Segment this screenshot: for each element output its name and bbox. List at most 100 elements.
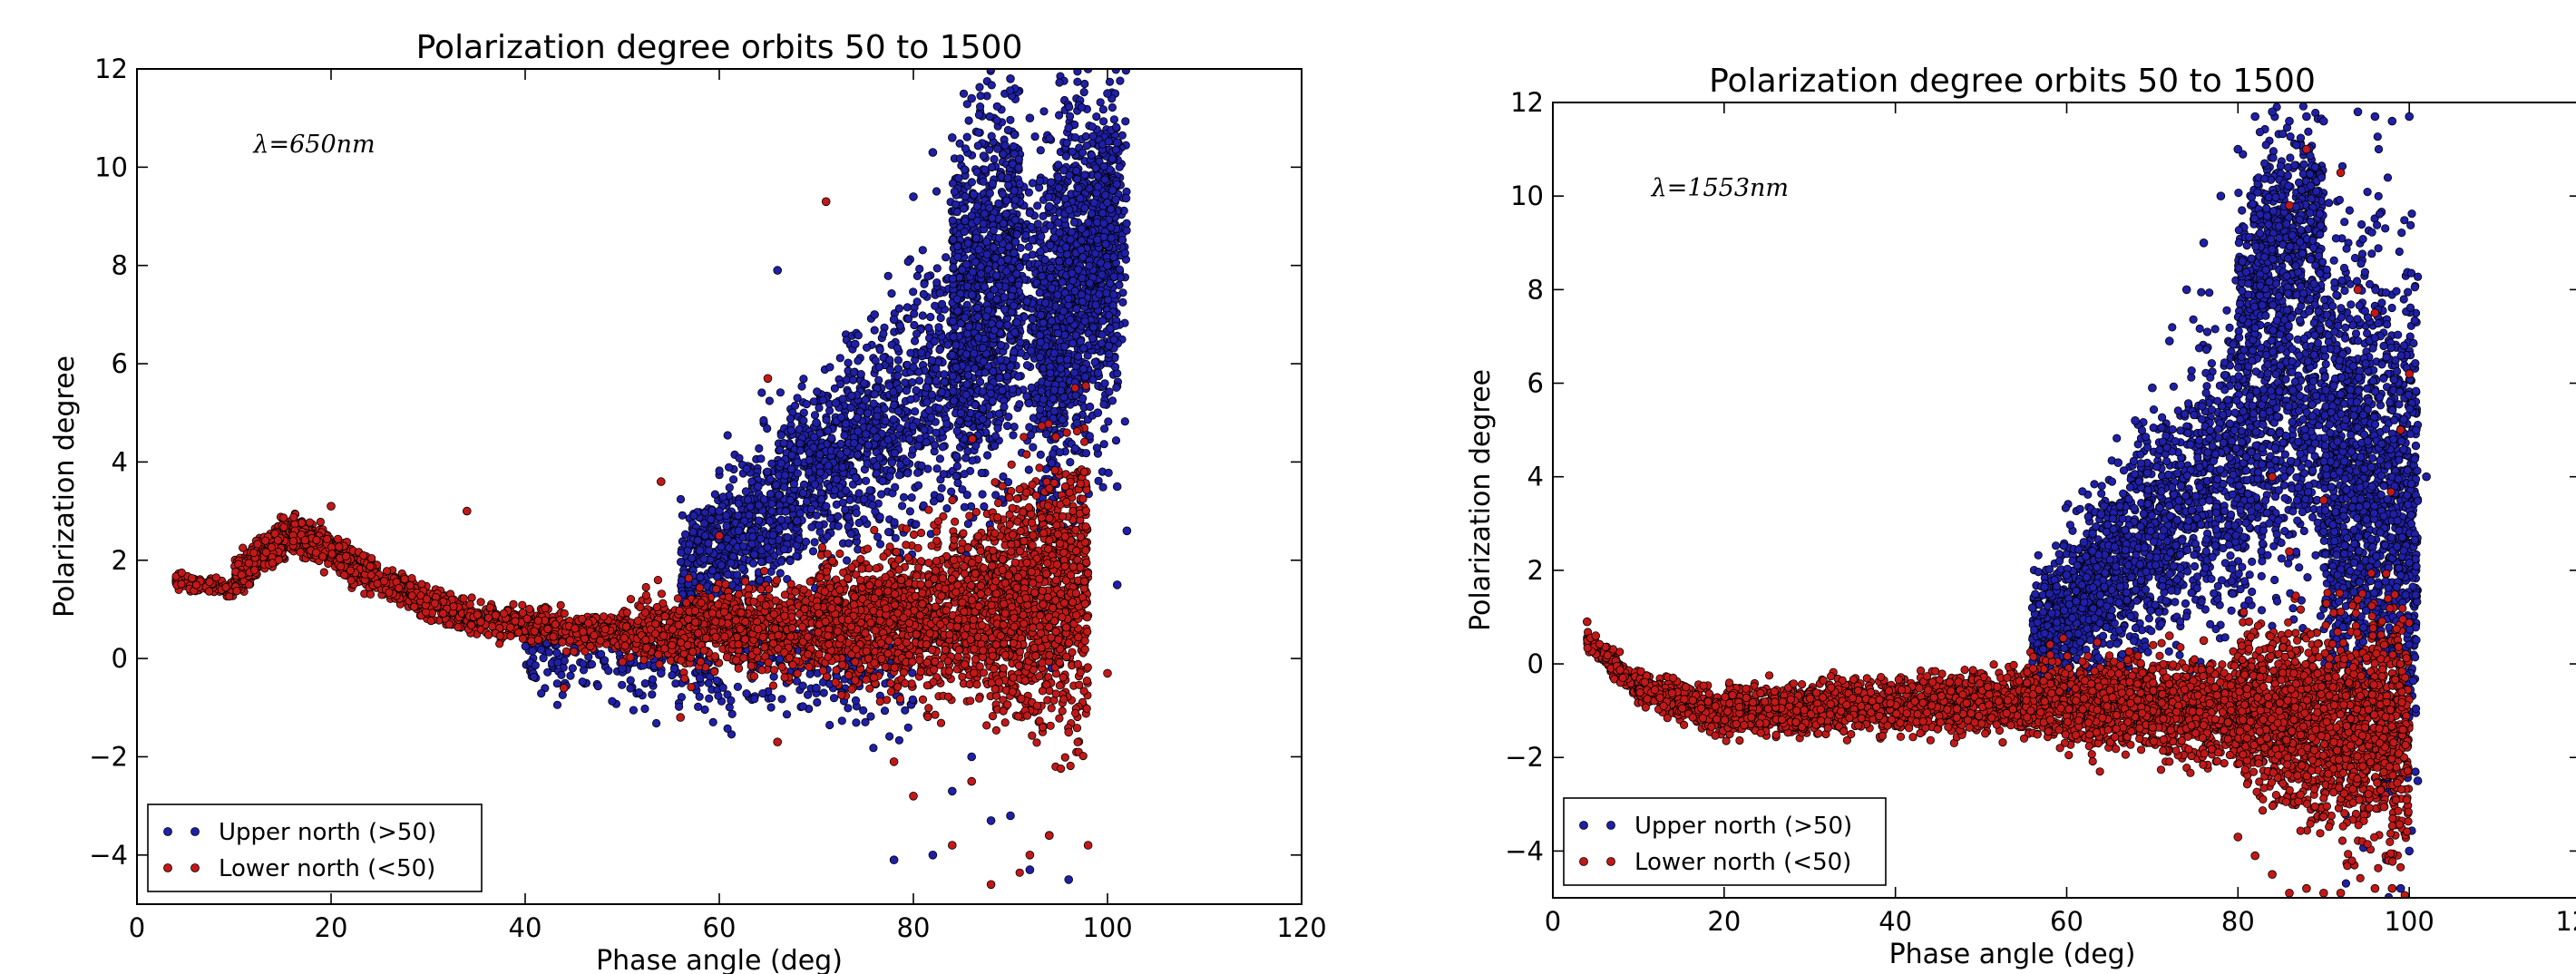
data-point — [1039, 318, 1048, 327]
data-point — [750, 550, 759, 560]
data-point — [974, 245, 983, 254]
data-point — [676, 494, 686, 504]
data-point — [844, 522, 853, 531]
data-point — [937, 387, 946, 396]
data-point — [1022, 361, 1032, 370]
data-point — [910, 309, 919, 318]
data-point — [958, 265, 967, 275]
data-point — [735, 453, 744, 463]
data-point — [1053, 290, 1062, 299]
data-point — [1064, 294, 1073, 303]
data-point — [1071, 331, 1080, 340]
data-point — [1039, 211, 1048, 220]
data-point — [809, 433, 819, 442]
data-point — [926, 312, 935, 322]
data-point — [956, 408, 966, 418]
data-point — [931, 301, 940, 310]
data-point — [1098, 105, 1108, 114]
data-point — [728, 475, 738, 484]
data-point — [979, 177, 988, 186]
data-point — [844, 358, 853, 367]
data-point — [1109, 252, 1118, 262]
data-point — [902, 457, 911, 466]
data-point — [861, 395, 870, 404]
data-point — [953, 252, 962, 261]
data-point — [980, 502, 989, 511]
data-point — [913, 481, 923, 490]
data-point — [813, 697, 822, 707]
data-point — [932, 264, 942, 273]
data-point — [1103, 260, 1112, 270]
data-point — [854, 489, 864, 498]
data-point — [899, 492, 909, 502]
data-point — [1101, 190, 1110, 200]
data-point — [722, 511, 731, 521]
data-point — [733, 682, 743, 692]
data-point — [1012, 230, 1021, 239]
data-point — [908, 668, 917, 677]
data-point — [759, 415, 768, 425]
data-point — [927, 390, 937, 399]
data-point — [1028, 179, 1038, 188]
data-point — [1006, 362, 1015, 371]
data-point — [1026, 431, 1036, 440]
data-point — [727, 709, 737, 719]
data-point — [991, 432, 1000, 441]
data-point — [972, 202, 982, 211]
data-point — [880, 706, 890, 716]
data-point — [875, 540, 885, 549]
data-point — [1065, 102, 1074, 112]
data-point — [1121, 54, 1128, 62]
data-point — [986, 816, 996, 825]
data-point — [674, 702, 684, 711]
data-point — [723, 724, 732, 734]
data-point — [948, 216, 957, 225]
data-point — [737, 563, 746, 572]
data-point — [1094, 182, 1103, 191]
data-point — [1061, 243, 1070, 252]
data-point — [776, 388, 785, 397]
data-point — [934, 323, 943, 332]
data-point — [521, 641, 530, 651]
data-point — [813, 387, 822, 396]
data-point — [1049, 385, 1059, 394]
data-point — [1045, 133, 1054, 142]
data-point — [531, 660, 540, 670]
data-point — [1089, 57, 1097, 64]
data-point — [1078, 394, 1088, 403]
data-point — [1122, 226, 1131, 235]
data-point — [909, 192, 918, 201]
data-point — [1088, 131, 1098, 141]
data-point — [955, 154, 965, 163]
data-point — [1081, 57, 1088, 64]
data-point — [1054, 173, 1063, 182]
data-point — [754, 516, 764, 525]
data-point — [552, 679, 561, 688]
data-point — [948, 350, 957, 359]
data-point — [805, 448, 814, 457]
data-point — [188, 573, 197, 583]
data-point — [889, 315, 899, 325]
data-point — [677, 576, 687, 585]
data-point — [918, 311, 927, 320]
data-point — [1036, 404, 1045, 414]
data-point — [1078, 273, 1087, 283]
data-point — [1066, 112, 1075, 121]
data-point — [1027, 346, 1036, 356]
data-point — [872, 462, 882, 471]
data-point — [239, 543, 248, 552]
data-point — [808, 547, 818, 556]
data-point — [894, 304, 904, 313]
data-point — [927, 356, 937, 365]
data-point — [1122, 526, 1132, 536]
data-point — [1036, 450, 1045, 459]
data-point — [835, 354, 844, 363]
data-point — [949, 386, 958, 395]
data-point — [962, 350, 971, 359]
data-point — [894, 735, 904, 745]
data-point — [793, 394, 802, 403]
data-point — [819, 688, 828, 697]
data-point — [930, 336, 939, 346]
data-point — [1055, 257, 1064, 266]
data-point — [1087, 209, 1097, 219]
